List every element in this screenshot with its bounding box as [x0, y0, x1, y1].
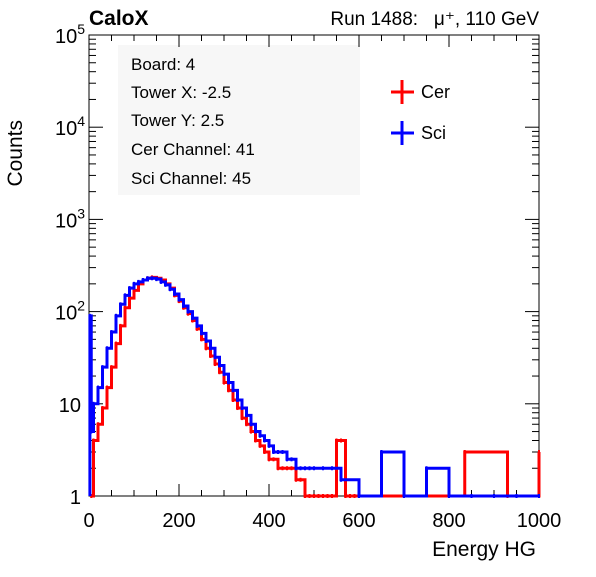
legend: Cer Sci [391, 80, 450, 145]
legend-cer-label: Cer [421, 82, 450, 102]
y-tick-label: 1 [70, 487, 81, 509]
legend-sci-label: Sci [421, 123, 446, 143]
x-tick-label: 400 [252, 510, 285, 532]
x-tick-label: 800 [432, 510, 465, 532]
info-tower-y: Tower Y: 2.5 [131, 111, 224, 130]
series-layer [88, 275, 541, 498]
series-cer-line [91, 275, 541, 498]
y-axis-label: Counts [4, 120, 27, 187]
info-box-background [118, 45, 360, 195]
series-sci-line [88, 276, 539, 498]
x-tick-label: 1000 [517, 510, 562, 532]
x-axis-label: Energy HG [432, 538, 536, 561]
info-tower-x: Tower X: -2.5 [131, 83, 231, 102]
x-tick-label: 600 [342, 510, 375, 532]
y-tick-label: 102 [55, 298, 85, 325]
ticks-layer: 0 200 400 600 800 1000 1 10 102 103 104 105 [55, 21, 561, 532]
y-tick-label: 105 [55, 21, 85, 48]
info-board: Board: 4 [131, 55, 195, 74]
y-tick-label: 103 [55, 205, 85, 232]
y-tick-label: 104 [55, 113, 85, 140]
y-tick-label: 10 [59, 395, 81, 417]
x-tick-label: 200 [162, 510, 195, 532]
x-tick-label: 0 [83, 510, 94, 532]
calox-logo: CaloX [89, 7, 149, 30]
info-sci-channel: Sci Channel: 45 [131, 169, 251, 188]
run-info: Run 1488: μ⁺, 110 GeV [330, 9, 539, 30]
info-cer-channel: Cer Channel: 41 [131, 140, 255, 159]
